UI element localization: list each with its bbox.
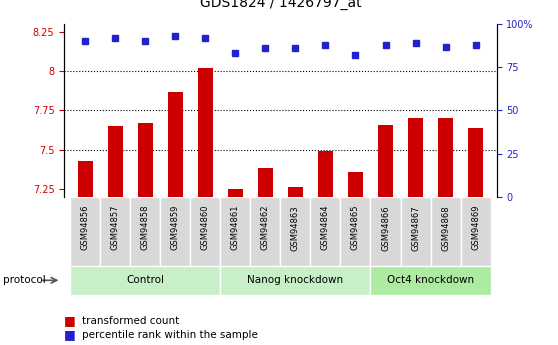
- Text: GSM94859: GSM94859: [171, 205, 180, 250]
- Bar: [78, 160, 93, 345]
- Bar: [130, 197, 160, 266]
- Bar: [100, 197, 130, 266]
- Bar: [168, 91, 183, 345]
- Text: GSM94866: GSM94866: [381, 205, 390, 250]
- Bar: [371, 197, 401, 266]
- Text: transformed count: transformed count: [82, 316, 179, 326]
- Bar: [280, 197, 310, 266]
- Bar: [70, 197, 100, 266]
- Text: GSM94857: GSM94857: [110, 205, 120, 250]
- Bar: [251, 197, 280, 266]
- Bar: [340, 197, 371, 266]
- Bar: [190, 197, 220, 266]
- Text: GSM94862: GSM94862: [261, 205, 270, 250]
- Bar: [431, 197, 460, 266]
- Text: GSM94858: GSM94858: [141, 205, 150, 250]
- Bar: [198, 68, 213, 345]
- Bar: [160, 197, 190, 266]
- Text: percentile rank within the sample: percentile rank within the sample: [82, 330, 258, 339]
- Bar: [258, 168, 273, 345]
- Text: GSM94864: GSM94864: [321, 205, 330, 250]
- Bar: [220, 266, 371, 295]
- Bar: [408, 118, 423, 345]
- Bar: [401, 197, 431, 266]
- Text: ■: ■: [64, 328, 76, 341]
- Bar: [288, 187, 303, 345]
- Text: GSM94867: GSM94867: [411, 205, 420, 250]
- Text: GSM94863: GSM94863: [291, 205, 300, 250]
- Text: Oct4 knockdown: Oct4 knockdown: [387, 275, 474, 285]
- Bar: [371, 266, 490, 295]
- Text: GSM94856: GSM94856: [81, 205, 90, 250]
- Bar: [348, 171, 363, 345]
- Bar: [310, 197, 340, 266]
- Bar: [378, 125, 393, 345]
- Text: GSM94865: GSM94865: [351, 205, 360, 250]
- Text: GSM94869: GSM94869: [471, 205, 480, 250]
- Text: GDS1824 / 1426797_at: GDS1824 / 1426797_at: [200, 0, 361, 10]
- Bar: [138, 123, 153, 345]
- Text: protocol: protocol: [3, 275, 46, 285]
- Bar: [318, 151, 333, 345]
- Bar: [220, 197, 251, 266]
- Bar: [460, 197, 490, 266]
- Bar: [438, 118, 453, 345]
- Text: Control: Control: [126, 275, 164, 285]
- Bar: [468, 128, 483, 345]
- Bar: [108, 126, 123, 345]
- Text: GSM94861: GSM94861: [231, 205, 240, 250]
- Bar: [70, 266, 220, 295]
- Bar: [228, 189, 243, 345]
- Text: GSM94860: GSM94860: [201, 205, 210, 250]
- Text: Nanog knockdown: Nanog knockdown: [247, 275, 344, 285]
- Text: GSM94868: GSM94868: [441, 205, 450, 250]
- Text: ■: ■: [64, 314, 76, 327]
